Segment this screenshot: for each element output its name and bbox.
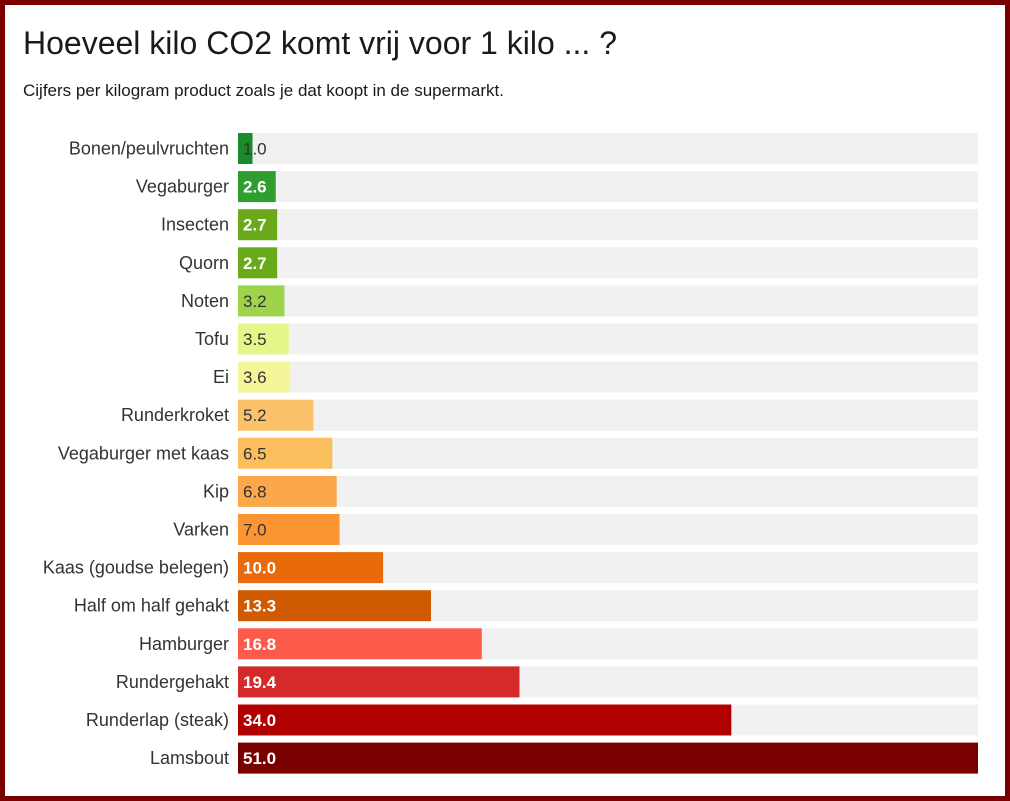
bar-row: Kaas (goudse belegen) 10.0 [43, 552, 978, 584]
value-label: 16.8 [243, 635, 276, 654]
value-label: 19.4 [243, 673, 277, 692]
category-label: Vegaburger [136, 177, 229, 197]
value-label: 6.5 [243, 444, 267, 463]
bar-row: Rundergehakt 19.4 [116, 666, 978, 698]
bar-row: Kip 6.8 [203, 475, 978, 507]
category-label: Half om half gehakt [74, 596, 229, 616]
bar [238, 285, 285, 317]
bar-track [238, 247, 978, 279]
bar-row: Ei 3.6 [213, 361, 978, 393]
bar-track [238, 209, 978, 241]
category-label: Runderlap (steak) [86, 710, 229, 730]
bar-row: Bonen/peulvruchten 1.0 [69, 133, 978, 164]
bar-chart: Bonen/peulvruchten 1.0 Vegaburger 2.6 Insect… [43, 133, 978, 774]
value-label: 10.0 [243, 559, 276, 578]
category-label: Ei [213, 367, 229, 387]
bar-row: Half om half gehakt 13.3 [74, 590, 978, 622]
bar-row: Hamburger 16.8 [139, 628, 978, 660]
value-label: 3.2 [243, 292, 267, 311]
chart-title: Hoeveel kilo CO2 komt vrij voor 1 kilo .… [23, 25, 617, 61]
value-label: 1.0 [243, 140, 267, 159]
bar-track [238, 437, 978, 469]
category-label: Noten [181, 291, 229, 311]
category-label: Lamsbout [150, 748, 229, 768]
bar-track [238, 514, 978, 545]
bar-row: Tofu 3.5 [195, 323, 978, 355]
value-label: 2.6 [243, 178, 267, 197]
category-label: Varken [173, 520, 229, 540]
value-label: 5.2 [243, 406, 267, 425]
bar-track [238, 475, 978, 507]
category-label: Vegaburger met kaas [58, 443, 229, 463]
bar-row: Insecten 2.7 [161, 209, 978, 241]
bar-row: Noten 3.2 [181, 285, 978, 317]
bar [238, 133, 253, 164]
category-label: Insecten [161, 215, 229, 235]
bar [238, 247, 278, 279]
chart-frame: Hoeveel kilo CO2 komt vrij voor 1 kilo .… [5, 5, 1005, 796]
bar-row: Vegaburger met kaas 6.5 [58, 437, 978, 469]
value-label: 34.0 [243, 711, 276, 730]
bar-row: Lamsbout 51.0 [150, 742, 978, 774]
bar-track [238, 323, 978, 355]
category-label: Tofu [195, 329, 229, 349]
bar-track [238, 361, 978, 393]
category-label: Runderkroket [121, 405, 229, 425]
bar-row: Quorn 2.7 [179, 247, 978, 279]
bar [238, 552, 384, 584]
bar [238, 323, 289, 355]
bar [238, 437, 333, 469]
category-label: Hamburger [139, 634, 229, 654]
category-label: Kaas (goudse belegen) [43, 558, 229, 578]
value-label: 6.8 [243, 482, 267, 501]
bar [238, 475, 337, 507]
value-label: 7.0 [243, 521, 267, 540]
value-label: 3.5 [243, 330, 267, 349]
bar-track [238, 171, 978, 203]
bar [238, 590, 431, 622]
bar [238, 666, 520, 698]
bar [238, 361, 291, 393]
chart-subtitle: Cijfers per kilogram product zoals je da… [23, 81, 504, 100]
bar-track [238, 285, 978, 317]
bar-track [238, 399, 978, 431]
value-label: 51.0 [243, 749, 276, 768]
bar [238, 209, 278, 241]
bar [238, 399, 314, 431]
bar [238, 628, 482, 660]
category-label: Kip [203, 481, 229, 501]
value-label: 3.6 [243, 368, 267, 387]
bar-row: Runderkroket 5.2 [121, 399, 978, 431]
value-label: 2.7 [243, 216, 267, 235]
category-label: Bonen/peulvruchten [69, 139, 229, 159]
bar-row: Runderlap (steak) 34.0 [86, 704, 978, 736]
value-label: 2.7 [243, 254, 267, 273]
category-label: Rundergehakt [116, 672, 229, 692]
bar-track [238, 133, 978, 164]
category-label: Quorn [179, 253, 229, 273]
bar-row: Varken 7.0 [173, 514, 978, 545]
bar [238, 742, 978, 774]
bar [238, 171, 276, 203]
bar-row: Vegaburger 2.6 [136, 171, 978, 203]
value-label: 13.3 [243, 597, 276, 616]
bar [238, 704, 732, 736]
bar [238, 514, 340, 545]
